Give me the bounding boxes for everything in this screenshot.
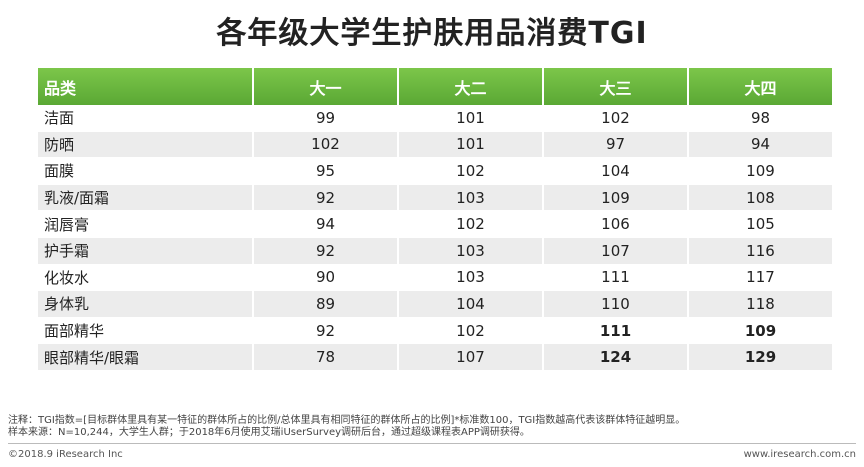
tgi-value-cell: 124 xyxy=(544,344,687,371)
table-row: 洁面 99 101 102 98 xyxy=(38,105,832,132)
tgi-value-cell: 111 xyxy=(544,317,687,345)
row-category: 面膜 xyxy=(38,158,252,185)
table-row: 化妆水 90 103 111 117 xyxy=(38,264,832,292)
column-header: 品类 xyxy=(38,68,252,105)
tgi-value-cell: 117 xyxy=(689,264,832,292)
row-category: 化妆水 xyxy=(38,264,252,292)
tgi-value-cell: 129 xyxy=(689,344,832,371)
column-header: 大三 xyxy=(544,68,687,105)
tgi-value-cell: 109 xyxy=(689,158,832,185)
tgi-value-cell: 116 xyxy=(689,237,832,265)
row-category: 润唇膏 xyxy=(38,211,252,238)
tgi-value-cell: 103 xyxy=(399,237,542,265)
note-line: 样本来源：N=10,244，大学生人群；于2018年6月使用艾瑞iUserSur… xyxy=(8,427,530,438)
table-body: 洁面 99 101 102 98 防晒 102 101 97 94 面膜 95 102 104 109 乳液/… xyxy=(38,105,832,371)
website-text: www.iresearch.com.cn xyxy=(743,449,856,460)
table-row: 润唇膏 94 102 106 105 xyxy=(38,211,832,238)
tgi-value-cell: 92 xyxy=(254,317,397,345)
table-header-row: 品类 大一 大二 大三 大四 xyxy=(38,68,832,105)
tgi-value-cell: 103 xyxy=(399,264,542,292)
table-row: 乳液/面霜 92 103 109 108 xyxy=(38,184,832,212)
row-category: 眼部精华/眼霜 xyxy=(38,344,252,371)
tgi-value-cell: 90 xyxy=(254,264,397,292)
table-row: 面膜 95 102 104 109 xyxy=(38,158,832,185)
column-header: 大一 xyxy=(254,68,397,105)
chart-title: 各年级大学生护肤用品消费TGI xyxy=(216,16,648,51)
tgi-value-cell: 89 xyxy=(254,291,397,318)
tgi-value-cell: 108 xyxy=(689,184,832,212)
row-category: 面部精华 xyxy=(38,317,252,345)
footer-divider xyxy=(8,443,856,444)
tgi-value-cell: 101 xyxy=(399,131,542,159)
tgi-value-cell: 104 xyxy=(399,291,542,318)
tgi-value-cell: 102 xyxy=(254,131,397,159)
tgi-value-cell: 102 xyxy=(544,105,687,132)
tgi-value-cell: 107 xyxy=(544,237,687,265)
tgi-value-cell: 94 xyxy=(689,131,832,159)
row-category: 防晒 xyxy=(38,131,252,159)
table-row: 护手霜 92 103 107 116 xyxy=(38,237,832,265)
tgi-value-cell: 94 xyxy=(254,211,397,238)
column-header: 大四 xyxy=(689,68,832,105)
tgi-value-cell: 101 xyxy=(399,105,542,132)
tgi-value-cell: 106 xyxy=(544,211,687,238)
tgi-value-cell: 109 xyxy=(689,317,832,345)
tgi-value-cell: 102 xyxy=(399,158,542,185)
table-row: 防晒 102 101 97 94 xyxy=(38,131,832,159)
tgi-value-cell: 102 xyxy=(399,211,542,238)
tgi-value-cell: 92 xyxy=(254,184,397,212)
note-line: 注释：TGI指数=[目标群体里具有某一特征的群体所占的比例/总体里具有相同特征的… xyxy=(8,415,686,426)
column-header: 大二 xyxy=(399,68,542,105)
tgi-value-cell: 97 xyxy=(544,131,687,159)
tgi-table: 品类 大一 大二 大三 大四 洁面 99 101 102 98 防晒 102 101 97 94 面… xyxy=(36,68,834,371)
tgi-value-cell: 102 xyxy=(399,317,542,345)
table-row: 面部精华 92 102 111 109 xyxy=(38,317,832,345)
tgi-value-cell: 104 xyxy=(544,158,687,185)
table-row: 身体乳 89 104 110 118 xyxy=(38,291,832,318)
tgi-value-cell: 92 xyxy=(254,237,397,265)
tgi-value-cell: 98 xyxy=(689,105,832,132)
tgi-value-cell: 110 xyxy=(544,291,687,318)
row-category: 洁面 xyxy=(38,105,252,132)
tgi-value-cell: 78 xyxy=(254,344,397,371)
copyright-text: ©2018.9 iResearch Inc xyxy=(8,449,123,460)
tgi-value-cell: 109 xyxy=(544,184,687,212)
notes: 注释：TGI指数=[目标群体里具有某一特征的群体所占的比例/总体里具有相同特征的… xyxy=(8,415,858,439)
table-row: 眼部精华/眼霜 78 107 124 129 xyxy=(38,344,832,371)
tgi-value-cell: 111 xyxy=(544,264,687,292)
tgi-value-cell: 103 xyxy=(399,184,542,212)
row-category: 护手霜 xyxy=(38,237,252,265)
tgi-value-cell: 95 xyxy=(254,158,397,185)
row-category: 身体乳 xyxy=(38,291,252,318)
tgi-value-cell: 118 xyxy=(689,291,832,318)
tgi-value-cell: 99 xyxy=(254,105,397,132)
row-category: 乳液/面霜 xyxy=(38,184,252,212)
tgi-value-cell: 105 xyxy=(689,211,832,238)
tgi-value-cell: 107 xyxy=(399,344,542,371)
